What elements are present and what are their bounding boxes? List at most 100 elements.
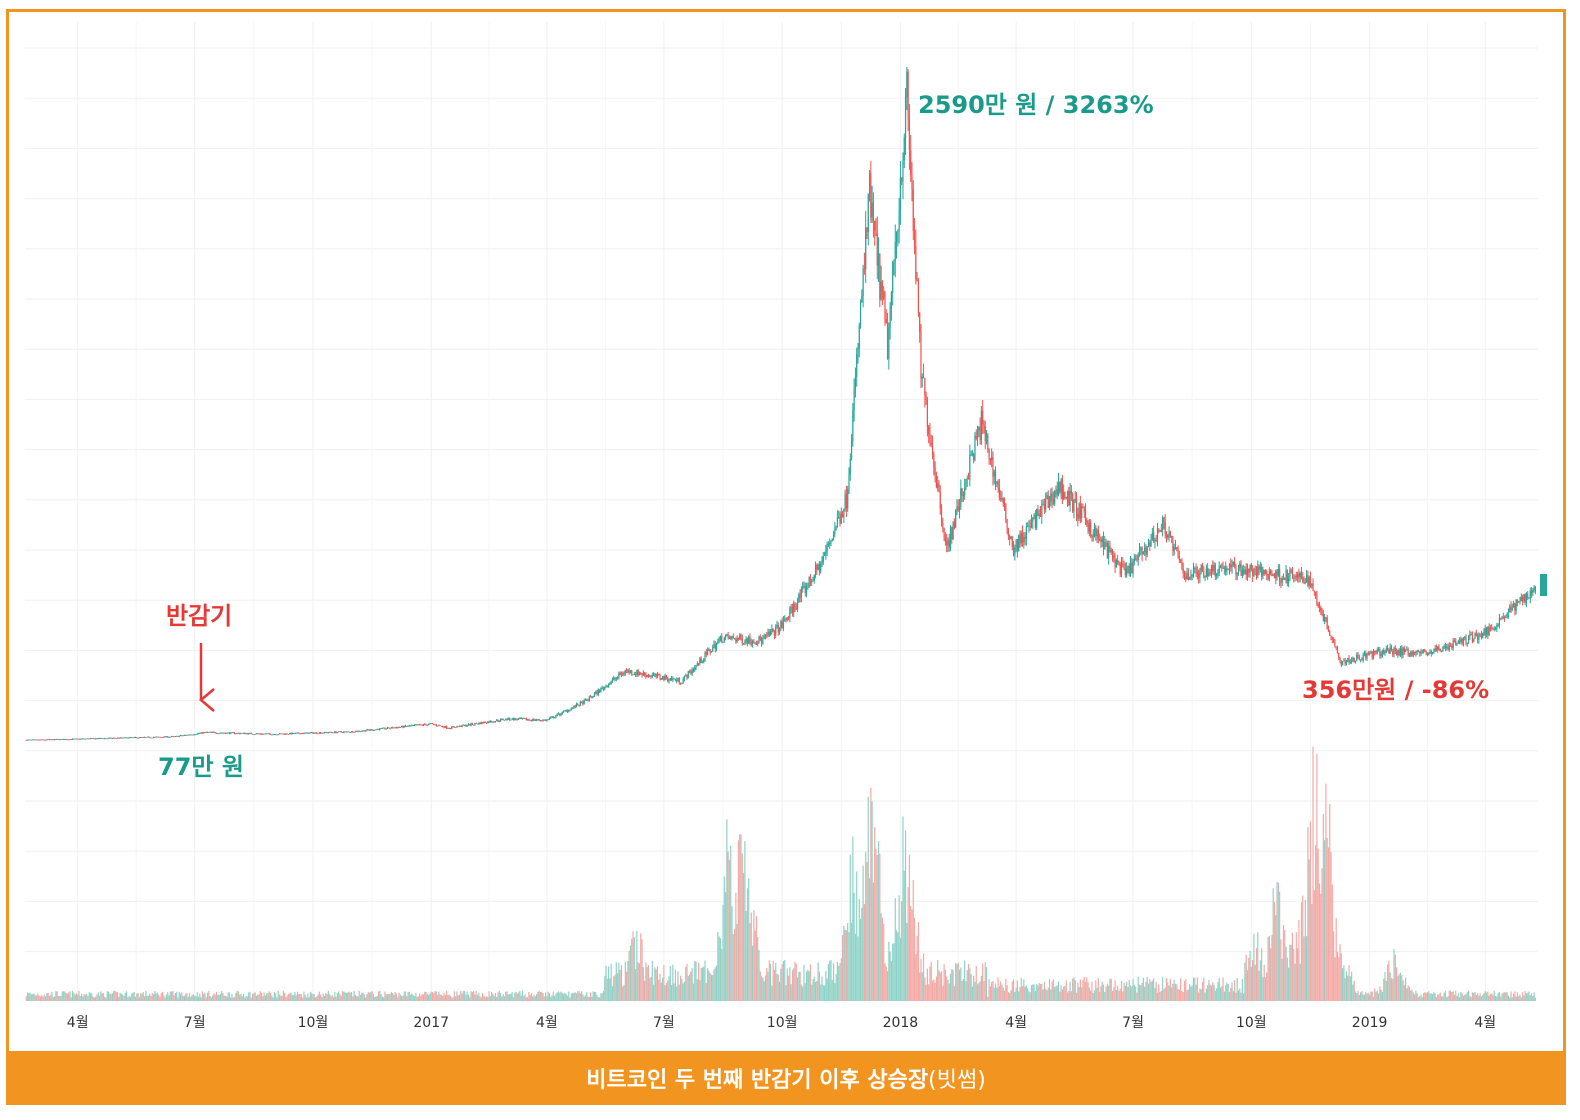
candle-body <box>1014 547 1016 556</box>
volume-bar <box>230 997 232 1001</box>
volume-bar <box>1316 753 1318 1001</box>
volume-bar <box>1266 972 1268 1001</box>
volume-bar <box>359 994 362 1001</box>
volume-bar <box>62 991 65 1001</box>
candle-body <box>1370 652 1372 654</box>
candle-body <box>104 738 106 740</box>
volume-bar <box>350 991 353 1001</box>
candle-body <box>658 673 660 676</box>
volume-bar <box>101 993 103 1001</box>
candle-body <box>1162 517 1164 530</box>
volume-bar <box>1173 979 1175 1001</box>
volume-bar <box>1165 977 1168 1001</box>
volume-bar <box>1440 996 1443 1001</box>
volume-bar <box>591 997 593 1001</box>
candle-body <box>533 719 535 721</box>
volume-bar <box>485 996 488 1001</box>
candle-body <box>412 725 414 726</box>
candle-body <box>388 727 390 729</box>
candle-body <box>266 733 268 735</box>
candle-body <box>389 728 391 730</box>
volume-bar <box>1091 981 1093 1001</box>
volume-bar <box>1451 991 1453 1001</box>
volume-bar <box>1119 988 1121 1001</box>
candle-body <box>406 726 408 728</box>
candle-body <box>1420 651 1422 654</box>
candle-body <box>371 729 373 731</box>
candle-body <box>62 739 65 740</box>
candle-body <box>304 732 306 734</box>
volume-bar <box>1110 978 1112 1001</box>
volume-bar <box>1039 983 1042 1001</box>
volume-bar <box>1515 996 1517 1001</box>
candle-body <box>1149 542 1151 546</box>
volume-bars <box>25 746 1537 1001</box>
volume-bar <box>1113 987 1115 1001</box>
candle-body <box>1147 542 1150 547</box>
volume-bar <box>176 991 178 1001</box>
volume-bar <box>650 977 652 1001</box>
volume-bar <box>1327 847 1330 1001</box>
candle-body <box>136 737 138 739</box>
volume-bar <box>79 996 81 1001</box>
candle-body <box>392 727 394 729</box>
candle-body <box>618 673 620 677</box>
candle-body <box>694 667 696 671</box>
volume-bar <box>1059 991 1061 1001</box>
candle-body <box>359 731 362 733</box>
volume-bar <box>322 993 324 1001</box>
volume-bar <box>462 991 464 1001</box>
candle-body <box>975 435 977 439</box>
volume-bar <box>575 993 578 1001</box>
volume-bar <box>1393 949 1395 1001</box>
volume-bar <box>1519 994 1521 1001</box>
candle-body <box>1338 653 1340 659</box>
volume-bar <box>113 990 115 1001</box>
candle-body <box>381 727 383 729</box>
candle-body <box>961 488 963 496</box>
volume-bar <box>982 963 984 1001</box>
volume-bar <box>1433 991 1435 1001</box>
candle-body <box>1330 635 1332 638</box>
candle-body <box>1230 564 1232 568</box>
volume-bar <box>503 996 506 1001</box>
volume-bar <box>764 975 767 1001</box>
volume-bar <box>718 936 720 1001</box>
candle-body <box>1268 571 1270 580</box>
candle-body <box>748 636 750 644</box>
candle-body <box>91 738 93 740</box>
candle-body <box>1208 572 1210 577</box>
candle-body <box>1380 654 1382 657</box>
volume-bar <box>976 984 979 1001</box>
candle-body <box>1429 651 1431 654</box>
candle-body <box>1182 568 1184 574</box>
candle-body <box>1369 653 1371 655</box>
volume-bar <box>25 996 27 1001</box>
candle-body <box>1032 517 1034 522</box>
candle-body <box>506 718 508 720</box>
volume-bar <box>1512 993 1515 1001</box>
candle-body <box>244 732 246 734</box>
candle-body <box>1357 654 1359 658</box>
volume-bar <box>52 997 54 1001</box>
candle-body <box>791 607 794 613</box>
volume-bar <box>64 991 66 1001</box>
volume-bar <box>632 931 634 1001</box>
volume-bar <box>444 995 446 1001</box>
candle-body <box>185 735 187 736</box>
candle-body <box>1123 564 1125 569</box>
volume-bar <box>1261 948 1263 1001</box>
volume-bar <box>626 971 628 1001</box>
volume-bar <box>1458 997 1461 1001</box>
candle-body <box>893 261 895 263</box>
volume-bar <box>1277 882 1279 1001</box>
volume-bar <box>1511 997 1513 1001</box>
candle-body <box>915 245 917 280</box>
volume-bar <box>1425 992 1427 1001</box>
candle-body <box>515 718 517 720</box>
volume-bar <box>1288 967 1290 1001</box>
candle-body <box>958 506 961 511</box>
volume-bar <box>330 995 332 1001</box>
volume-bar <box>1307 826 1309 1001</box>
volume-bar <box>620 965 623 1001</box>
